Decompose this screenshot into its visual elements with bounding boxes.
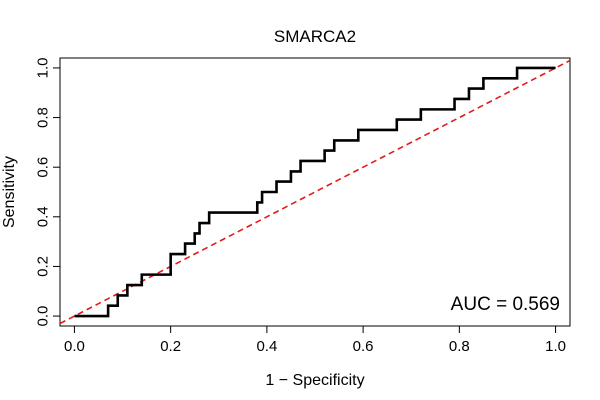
plot-frame xyxy=(59,57,571,327)
roc-curve-line xyxy=(74,66,556,318)
y-tick-label: 0.4 xyxy=(35,206,52,227)
x-axis: 0.0 0.2 0.4 0.6 0.8 1.0 xyxy=(64,326,566,355)
auc-annotation: AUC = 0.569 xyxy=(451,294,560,315)
x-tick-label: 0.6 xyxy=(353,338,374,355)
chart-title: SMARCA2 xyxy=(274,27,356,46)
x-axis-label: 1 − Specificity xyxy=(265,372,364,389)
chance-diagonal-line xyxy=(59,59,571,325)
y-tick-label: 0.0 xyxy=(35,306,52,327)
y-tick-label: 0.2 xyxy=(35,256,52,277)
series-layer xyxy=(59,59,571,325)
y-axis: 0.0 0.2 0.4 0.6 0.8 1.0 xyxy=(35,57,60,327)
y-axis-label: Sensitivity xyxy=(1,156,18,228)
y-tick-label: 1.0 xyxy=(35,57,52,78)
y-tick-label: 0.6 xyxy=(35,157,52,178)
x-tick-label: 0.8 xyxy=(449,338,470,355)
x-tick-label: 0.2 xyxy=(160,338,181,355)
x-tick-label: 0.0 xyxy=(64,338,85,355)
x-tick-label: 0.4 xyxy=(256,338,277,355)
x-tick-label: 1.0 xyxy=(545,338,566,355)
y-tick-label: 0.8 xyxy=(35,107,52,128)
